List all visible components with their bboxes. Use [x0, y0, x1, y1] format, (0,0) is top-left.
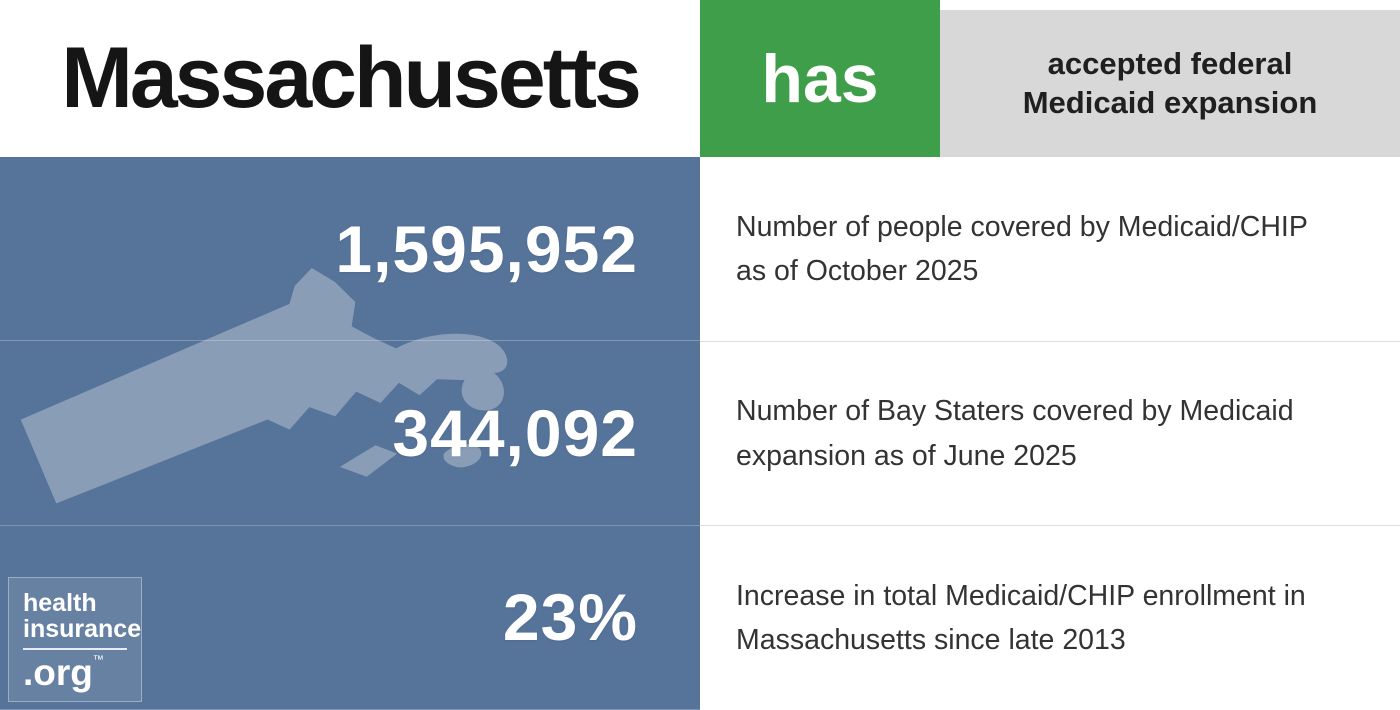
label-row-medicaid-chip: Number of people covered by Medicaid/CHI…: [700, 157, 1400, 342]
header: Massachusetts has accepted federal Medic…: [0, 0, 1400, 157]
logo-divider: [23, 648, 127, 650]
verdict-panel: has: [700, 0, 940, 157]
body: 1,595,952 344,092 23% health insurance .…: [0, 157, 1400, 710]
logo-line-health: health: [23, 588, 97, 617]
status-line-2: Medicaid expansion: [1022, 84, 1318, 120]
verdict-text: has: [761, 40, 879, 117]
label-expansion: Number of Bay Staters covered by Medicai…: [736, 395, 1294, 472]
logo-line-org: .org: [23, 652, 93, 693]
stat-value-medicaid-chip: 1,595,952: [335, 211, 638, 286]
label-row-expansion: Number of Bay Staters covered by Medicai…: [700, 342, 1400, 527]
logo-line-insurance: insurance: [23, 614, 142, 643]
stat-value-enrollment-increase: 23%: [502, 580, 638, 655]
stat-value-expansion: 344,092: [392, 395, 638, 470]
stats-panel: 1,595,952 344,092 23% health insurance .…: [0, 157, 700, 710]
stat-row-enrollment-increase: 23%: [0, 526, 700, 710]
stat-row-medicaid-chip: 1,595,952: [0, 157, 700, 342]
stat-row-expansion: 344,092: [0, 341, 700, 526]
logo-trademark: ™: [92, 654, 104, 666]
label-medicaid-chip: Number of people covered by Medicaid/CHI…: [736, 210, 1308, 287]
massachusetts-map-icon: [0, 198, 619, 666]
label-enrollment-increase: Increase in total Medicaid/CHIP enrollme…: [736, 580, 1306, 657]
healthinsurance-org-logo: health insurance .org™: [8, 576, 142, 702]
status-panel: accepted federal Medicaid expansion: [940, 10, 1400, 157]
status-line-1: accepted federal: [1047, 45, 1293, 81]
state-name-panel: Massachusetts: [0, 0, 700, 157]
state-name: Massachusetts: [61, 30, 642, 126]
labels-panel: Number of people covered by Medicaid/CHI…: [700, 157, 1400, 710]
label-row-enrollment-increase: Increase in total Medicaid/CHIP enrollme…: [700, 526, 1400, 710]
